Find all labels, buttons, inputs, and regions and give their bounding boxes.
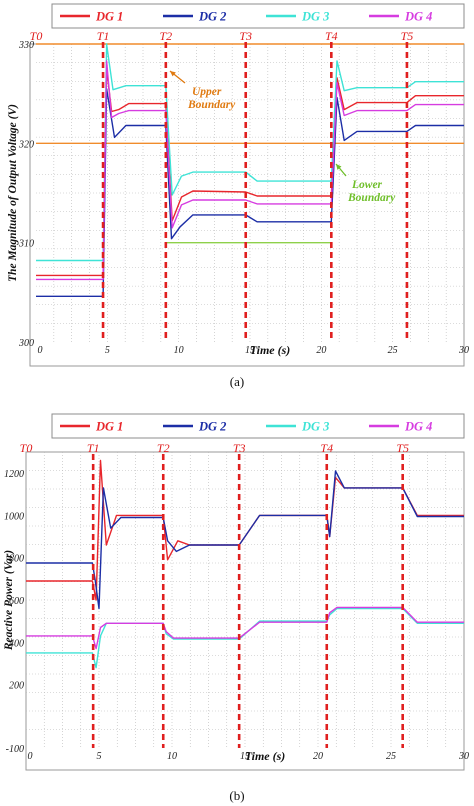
x-tick-label: 20 [316, 345, 326, 356]
legend-label: DG 2 [198, 10, 226, 24]
x-axis-label: Time (s) [245, 749, 286, 763]
y-tick-label: 310 [18, 239, 34, 250]
x-tick-label: 0 [28, 751, 33, 762]
x-axis-label: Time (s) [250, 343, 291, 357]
y-axis-label: Reactive Power (Var) [3, 550, 15, 651]
legend-label: DG 1 [95, 10, 123, 24]
y-tick-label: 320 [18, 139, 34, 150]
chart-panel-b: T0 T1 T2 T3 T4 T5 0 5 10 15 20 25 30 -100 200 400 600 800… [3, 413, 469, 803]
x-tick-label: 10 [167, 751, 177, 762]
series-line-dg-2 [26, 470, 464, 610]
event-label-t4: T4 [320, 441, 333, 455]
event-label-t1: T1 [97, 29, 110, 43]
x-tick-label: 15 [240, 751, 250, 762]
series-line-dg-4 [26, 606, 464, 650]
y-tick-label: 1200 [4, 469, 24, 480]
annotation-text: Boundary [187, 99, 236, 111]
series-line-dg-2 [36, 88, 464, 297]
y-tick-label: 800 [9, 554, 24, 565]
series-line-dg-4 [36, 60, 464, 281]
y-tick-label: 400 [9, 638, 24, 649]
event-label-t5: T5 [401, 29, 414, 43]
annotation-arrowhead [336, 164, 342, 170]
series-line-dg-3 [26, 607, 464, 669]
event-label-t2: T2 [159, 29, 172, 43]
event-label-t1: T1 [87, 441, 100, 455]
series-line-dg-3 [36, 43, 464, 262]
y-axis-label: The Magnitude of Output Voltage (V) [7, 104, 19, 282]
x-tick-label: 20 [313, 751, 323, 762]
annotation-text: Lower [351, 179, 383, 191]
panel-label: (b) [229, 788, 244, 803]
y-tick-label: 1000 [4, 511, 24, 522]
x-tick-label: 5 [105, 345, 110, 356]
legend-label: DG 4 [404, 420, 432, 434]
event-label-t3: T3 [233, 441, 246, 455]
x-tick-label: 25 [388, 345, 398, 356]
y-tick-label: 200 [9, 681, 24, 692]
y-tick-label: 300 [18, 338, 34, 349]
legend-label: DG 3 [301, 420, 329, 434]
x-tick-label: 5 [97, 751, 102, 762]
y-tick-label: -100 [6, 744, 24, 755]
x-tick-label: 30 [458, 345, 469, 356]
x-tick-label: 10 [174, 345, 184, 356]
y-tick-label: 600 [9, 596, 24, 607]
event-label-t3: T3 [239, 29, 252, 43]
event-label-t0: T0 [20, 441, 33, 455]
event-label-t0: T0 [30, 29, 43, 43]
annotation-text: Upper [192, 86, 222, 98]
legend-label: DG 3 [301, 10, 329, 24]
legend-label: DG 1 [95, 420, 123, 434]
event-label-t2: T2 [157, 441, 170, 455]
annotation-arrowhead [170, 71, 176, 77]
x-tick-label: 15 [245, 345, 255, 356]
event-label-t5: T5 [396, 441, 409, 455]
x-tick-label: 30 [458, 751, 469, 762]
legend-label: DG 4 [404, 10, 432, 24]
x-tick-label: 25 [386, 751, 396, 762]
y-tick-label: 330 [18, 40, 34, 51]
annotation-text: Boundary [347, 192, 396, 204]
event-label-t4: T4 [325, 29, 338, 43]
panel-label: (a) [230, 374, 244, 389]
legend-label: DG 2 [198, 420, 226, 434]
x-tick-label: 0 [38, 345, 43, 356]
